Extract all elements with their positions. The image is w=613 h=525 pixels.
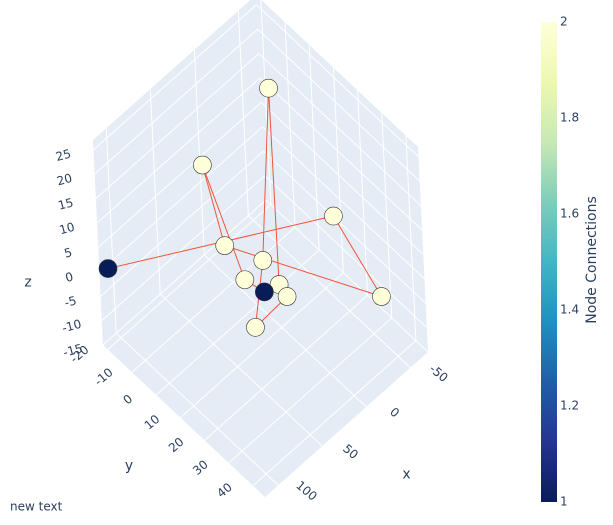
node [259,78,278,98]
y-tick-label: 0 [120,392,135,408]
colorbar-tick-label: 1.2 [560,399,579,413]
node [246,318,265,337]
y-tick-label: -10 [92,365,116,388]
edge [201,164,246,280]
y-tick-label: 10 [142,412,163,433]
grid-line [228,317,393,464]
x-tick-label: 100 [293,478,320,503]
edge [201,164,226,246]
grid-line [263,150,426,304]
edge [268,88,280,285]
node [235,270,255,290]
y-tick-label: 20 [166,435,187,456]
grid-line [248,215,411,369]
grid-line [159,293,323,447]
node [277,287,297,306]
grid-line [96,77,261,224]
grid-line [102,199,267,346]
y-axis-title: y [125,458,133,474]
node [324,206,343,226]
grid-line [97,102,262,248]
z-tick-label: 5 [63,245,74,261]
grid-line [131,226,296,373]
node [193,155,212,175]
z-tick-label: 25 [54,147,72,164]
z-tick-label: 0 [64,270,75,286]
y-tick-label: 40 [214,480,235,501]
node [215,236,235,255]
z-axis-title: z [24,275,31,291]
node [98,259,118,278]
node [255,282,274,302]
colorbar [541,22,557,502]
grid-line [204,294,368,441]
node [253,251,273,270]
z-tick-label: 20 [55,171,73,188]
floor-pane [103,200,428,497]
grid-line [257,28,421,182]
grid-line [180,272,344,418]
colorbar-title: Node Connections [584,196,600,324]
z-tick-label: 15 [57,195,75,212]
edge [262,88,270,261]
grid-line [203,254,367,408]
wall-pane [256,0,428,352]
annotation: new text [10,500,63,514]
z-tick-label: -10 [60,317,83,336]
edge [332,215,382,297]
node [372,287,391,306]
grid-line [101,175,266,321]
grid-line [256,4,419,158]
grid-line [155,249,320,396]
z-tick-label: -15 [62,341,85,360]
x-tick-label: 50 [340,441,361,462]
grid-line [258,53,422,206]
grid-line [252,340,417,487]
grid-line [93,4,257,151]
grid-line [94,28,258,175]
colorbar-tick-label: 1.6 [560,207,579,221]
grid-line [100,150,264,297]
colorbar-tick-label: 1 [560,495,568,509]
grid-line [115,332,279,486]
x-axis-title: x [402,467,410,483]
z-tick-label: -5 [63,293,78,310]
colorbar-tick-label: 1.4 [560,303,579,317]
grid-line [260,102,424,255]
grid-line [99,126,263,273]
grid-line [259,77,423,231]
grid-line [107,204,272,350]
colorbar-tick-label: 1.8 [560,111,579,125]
y-tick-label: 30 [190,457,211,478]
grid-line [262,126,425,280]
x-tick-label: -50 [427,362,451,385]
edge [224,245,382,297]
x-tick-label: 0 [387,405,402,421]
colorbar-tick-label: 2 [560,15,568,29]
grid-line [95,53,260,199]
z-tick-label: 10 [58,220,76,237]
grid-line [264,175,428,328]
